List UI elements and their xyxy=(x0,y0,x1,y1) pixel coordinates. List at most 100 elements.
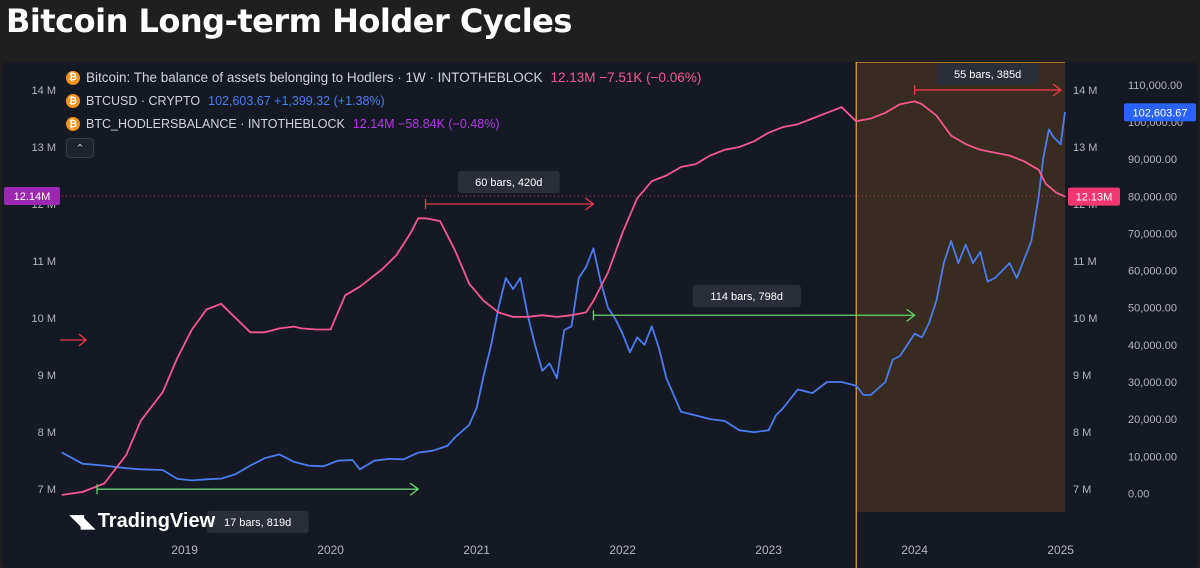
btcusd-line-point xyxy=(249,464,251,467)
hodlers-balance-line-point xyxy=(556,316,558,318)
btcusd-line-point xyxy=(403,458,405,460)
hodlers-balance-line-point xyxy=(300,327,303,329)
y-right-tick-label: 90,000.00 xyxy=(1128,154,1177,166)
btcusd-line-point xyxy=(103,464,105,467)
hodlers-balance-line-point xyxy=(205,308,208,311)
btcusd-line-point xyxy=(607,307,609,309)
y-left-tick-label: 11 M xyxy=(32,256,56,268)
btcusd-line-point xyxy=(578,277,580,279)
btcusd-line-point xyxy=(695,414,697,417)
btcusd-line-point xyxy=(738,429,741,431)
btcusd-line-point xyxy=(220,477,222,480)
hodlers-balance-line-point xyxy=(278,327,281,329)
btcusd-line-point xyxy=(337,460,339,462)
btcusd-line-point xyxy=(483,373,485,376)
btcusd-line-point xyxy=(81,463,84,465)
y-right-tick-label: 70,000.00 xyxy=(1128,228,1177,240)
tradingview-logo-icon: ◥◣ xyxy=(70,511,95,531)
hodlers-balance-line-point xyxy=(709,154,711,157)
hodlers-balance-line-point xyxy=(541,314,543,316)
hodlers-balance-line-point xyxy=(899,103,901,105)
hodlers-balance-line-point xyxy=(870,117,872,120)
btcusd-line-point xyxy=(497,307,500,309)
btcusd-line-point xyxy=(359,468,361,470)
x-tick-label: 2024 xyxy=(901,543,928,557)
btcusd-line-point xyxy=(643,344,646,346)
y-left-tick-label: 7 M xyxy=(38,484,56,496)
hodlers-balance-line-point xyxy=(921,103,923,105)
hodlers-balance-line-point xyxy=(607,271,609,274)
hodlers-balance-line-point xyxy=(1038,169,1040,171)
hodlers-balance-line-point xyxy=(381,269,383,271)
btcusd-line-point xyxy=(658,347,660,350)
tradingview-logo: ◥◣ TradingView xyxy=(70,510,215,533)
btcusd-line-point xyxy=(512,288,514,290)
bitcoin-icon: ₿ xyxy=(66,117,80,131)
btcusd-line-point xyxy=(892,359,894,361)
y-right-tick-label: 50,000.00 xyxy=(1128,303,1177,315)
chart-svg[interactable]: 14 M13 M12 M11 M10 M9 M8 M7 M14 M13 M12 … xyxy=(2,62,1198,568)
btcusd-line-point xyxy=(811,392,814,394)
hodlers-balance-line-point xyxy=(841,106,843,108)
y-right-tick-label: 0.00 xyxy=(1128,488,1149,500)
y-left-tick-label: 8 M xyxy=(38,427,56,439)
legend-btcusd-value: 102,603.67 +1,399.32 (+1.38%) xyxy=(208,94,385,108)
btcusd-value-badge: 102,603.67 xyxy=(1132,107,1187,119)
hodlers-balance-line-point xyxy=(497,311,500,313)
btcusd-line-point xyxy=(1042,158,1044,160)
btcusd-line-point xyxy=(162,469,164,471)
hodlers-balance-line-point xyxy=(410,231,412,234)
btcusd-line-point xyxy=(351,459,354,461)
measure-label-114-bars: 114 bars, 798d xyxy=(710,291,783,303)
btcusd-line-point xyxy=(264,457,266,459)
bitcoin-icon: ₿ xyxy=(66,94,80,108)
btcusd-line-point xyxy=(680,411,682,413)
btcusd-line-point xyxy=(636,336,638,339)
hodlers-balance-line-point xyxy=(965,143,967,145)
chart-panel[interactable]: 14 M13 M12 M11 M10 M9 M8 M7 M14 M13 M12 … xyxy=(2,62,1198,568)
btcusd-line-point xyxy=(775,414,777,417)
legend-hodlersbalance[interactable]: ₿ BTC_HODLERSBALANCE · INTOTHEBLOCK 12.1… xyxy=(66,117,499,131)
hodlers-left-value-badge-bg xyxy=(4,187,60,206)
btcusd-line-point xyxy=(622,333,624,335)
btcusd-line-point xyxy=(476,407,478,409)
y-left-tick-label: 10 M xyxy=(32,313,56,325)
btcusd-line-point xyxy=(899,355,901,357)
legend-hodlersbalance-value: 12.14M −58.84K (−0.48%) xyxy=(352,117,500,131)
x-tick-label: 2019 xyxy=(171,543,198,557)
btcusd-line-point xyxy=(665,377,668,379)
y-left-tick-label: 13 M xyxy=(32,142,56,154)
left-marker-arrowhead xyxy=(78,333,87,347)
btcusd-line-point xyxy=(549,362,551,365)
hodlers-balance-line-point xyxy=(585,311,587,313)
highlight-region xyxy=(856,62,1065,512)
btcusd-line-point xyxy=(140,468,142,470)
btcusd-line-point xyxy=(1048,128,1050,131)
btcusd-line-point xyxy=(724,420,726,422)
hodlers-balance-line-point xyxy=(914,100,916,102)
collapse-legend-button[interactable]: ⌃ xyxy=(66,138,94,158)
legend-btcusd[interactable]: ₿ BTCUSD · CRYPTO 102,603.67 +1,399.32 (… xyxy=(66,94,385,108)
hodlers-right-value-badge-bg xyxy=(1068,187,1120,206)
hodlers-balance-line-point xyxy=(330,328,332,331)
y-right-tick-label: 110,000.00 xyxy=(1128,80,1182,92)
btcusd-line-point xyxy=(950,240,952,242)
hodlers-balance-line-point xyxy=(724,149,726,151)
legend-hodlersbalance-text: BTC_HODLERSBALANCE · INTOTHEBLOCK xyxy=(86,117,345,131)
hodlers-balance-line-point xyxy=(140,420,142,422)
btcusd-line-point xyxy=(797,388,799,391)
hodlers-balance-line-point xyxy=(738,146,741,148)
hodlers-balance-line-point xyxy=(468,283,470,285)
btcusd-line-point xyxy=(987,281,989,283)
btcusd-line-point xyxy=(176,478,178,480)
measure-arrowhead xyxy=(1052,83,1063,97)
legend-hodlers[interactable]: ₿ Bitcoin: The balance of assets belongi… xyxy=(66,70,701,85)
hodlers-balance-line-point xyxy=(1064,196,1066,198)
btcusd-line-point xyxy=(570,325,573,327)
hodlers-balance-line-point xyxy=(636,197,638,199)
hodlers-balance-line-point xyxy=(855,120,857,122)
hodlers-balance-line-point xyxy=(622,231,624,234)
hodlers-balance-line-point xyxy=(125,454,127,456)
measure-label-60-bars-bg xyxy=(457,171,560,193)
btcusd-line-point xyxy=(125,467,127,469)
